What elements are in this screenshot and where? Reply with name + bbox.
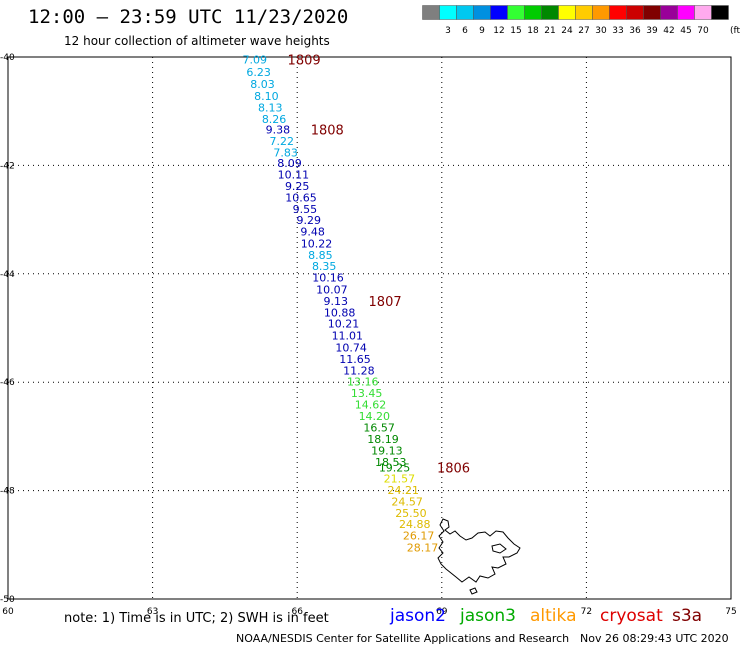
wave-height-label: 8.85 (308, 249, 333, 262)
latitude-tick-label: -42 (0, 161, 15, 171)
wave-height-label: 9.29 (297, 214, 322, 227)
longitude-tick-label: 66 (291, 607, 303, 617)
color-scale-label: 36 (629, 26, 641, 36)
color-scale-label: 24 (561, 26, 573, 36)
wave-height-label: 8.26 (262, 113, 287, 126)
color-scale-label: 27 (578, 26, 589, 36)
wave-height-label: 9.38 (266, 124, 291, 137)
wave-height-label: 7.09 (243, 54, 268, 67)
longitude-tick-label: 75 (725, 607, 736, 617)
footer-timestamp: Nov 26 08:29:43 UTC 2020 (580, 632, 729, 645)
map-frame (7, 56, 732, 600)
latitude-tick-label: -50 (0, 595, 15, 605)
legend-s3a: s3a (672, 606, 703, 626)
wave-height-label: 13.45 (351, 387, 383, 400)
legend-jason2: jason2 (390, 606, 446, 626)
longitude-tick-label: 60 (2, 607, 14, 617)
map-subtitle: 12 hour collection of altimeter wave hei… (64, 34, 330, 48)
wave-height-label: 9.48 (300, 226, 325, 239)
color-scale-label: 21 (544, 26, 555, 36)
wave-height-label: 8.35 (312, 260, 337, 273)
color-scale-label: 6 (462, 26, 468, 36)
wave-height-label: 11.65 (339, 353, 371, 366)
time-marker-label: 1809 (288, 54, 321, 69)
latitude-tick-label: -46 (0, 378, 15, 388)
color-scale-label: 3 (445, 26, 451, 36)
wave-height-label: 19.13 (371, 444, 403, 457)
wave-height-label: 24.57 (391, 495, 423, 508)
longitude-tick-label: 72 (581, 607, 592, 617)
footer-credit: NOAA/NESDIS Center for Satellite Applica… (236, 632, 570, 645)
kerguelen-island-outline (437, 518, 521, 583)
wave-height-label: 24.88 (399, 518, 431, 531)
wave-height-label: 24.21 (387, 484, 419, 497)
wave-height-label: 10.74 (335, 342, 367, 355)
time-marker-label: 1808 (311, 124, 344, 139)
color-scale-label: 42 (663, 26, 674, 36)
wave-height-label: 21.57 (384, 473, 416, 486)
wave-height-label: 19.25 (379, 461, 411, 474)
color-swatch (711, 5, 729, 20)
time-marker-label: 1807 (369, 295, 402, 310)
latitude-tick-label: -40 (0, 53, 15, 63)
wave-height-label: 10.16 (312, 272, 344, 285)
color-scale-unit: (ft) (730, 26, 740, 36)
longitude-tick-label: 63 (147, 607, 158, 617)
wave-height-label: 18.53 (375, 456, 407, 469)
latitude-tick-label: -48 (0, 487, 15, 497)
color-scale-label: 45 (680, 26, 691, 36)
longitude-tick-label: 69 (436, 607, 448, 617)
wave-height-label: 25.50 (395, 507, 427, 520)
wave-height-label: 6.23 (246, 66, 271, 79)
wave-height-label: 7.83 (273, 146, 298, 159)
wave-height-label: 10.65 (285, 191, 317, 204)
island-bay-outline (491, 543, 507, 554)
legend-jason3: jason3 (460, 606, 516, 626)
wave-height-label: 26.17 (403, 530, 435, 543)
wave-height-label: 14.62 (355, 398, 387, 411)
wave-height-label: 7.22 (270, 135, 295, 148)
color-scale-label: 18 (527, 26, 539, 36)
color-scale-label: 9 (479, 26, 485, 36)
footer-note: note: 1) Time is in UTC; 2) SWH is in fe… (64, 611, 329, 626)
wave-height-label: 8.03 (250, 78, 275, 91)
latitude-tick-label: -44 (0, 270, 15, 280)
color-scale-label: 30 (595, 26, 607, 36)
wave-height-label: 10.07 (316, 284, 348, 297)
wave-height-label: 11.28 (343, 364, 375, 377)
legend-cryosat: cryosat (600, 606, 663, 626)
legend-altika: altika (530, 606, 577, 626)
time-marker-label: 1806 (437, 461, 470, 476)
color-scale-label: 15 (510, 26, 521, 36)
color-scale-label: 39 (646, 26, 658, 36)
map-title: 12:00 — 23:59 UTC 11/23/2020 (28, 6, 349, 28)
wave-height-label: 11.01 (332, 330, 364, 343)
color-scale-label: 12 (493, 26, 504, 36)
wave-height-label: 13.16 (347, 376, 379, 389)
wave-height-label: 9.55 (293, 203, 318, 216)
wave-height-label: 8.13 (258, 101, 283, 114)
wave-height-label: 9.25 (285, 180, 310, 193)
wave-height-label: 10.11 (278, 169, 310, 182)
small-islet-outline (469, 587, 478, 595)
wave-height-label: 10.88 (324, 306, 356, 319)
wave-height-label: 14.20 (359, 410, 391, 423)
wave-height-label: 8.09 (277, 157, 302, 170)
color-scale-label: 33 (612, 26, 623, 36)
wave-height-label: 16.57 (363, 422, 395, 435)
wave-height-label: 9.13 (324, 295, 349, 308)
color-scale-label: 70 (697, 26, 709, 36)
wave-height-label: 8.10 (254, 90, 279, 103)
wave-height-label: 10.22 (301, 237, 333, 250)
wave-height-label: 10.21 (328, 318, 360, 331)
wave-height-label: 28.17 (407, 542, 439, 555)
wave-height-label: 18.19 (367, 433, 399, 446)
